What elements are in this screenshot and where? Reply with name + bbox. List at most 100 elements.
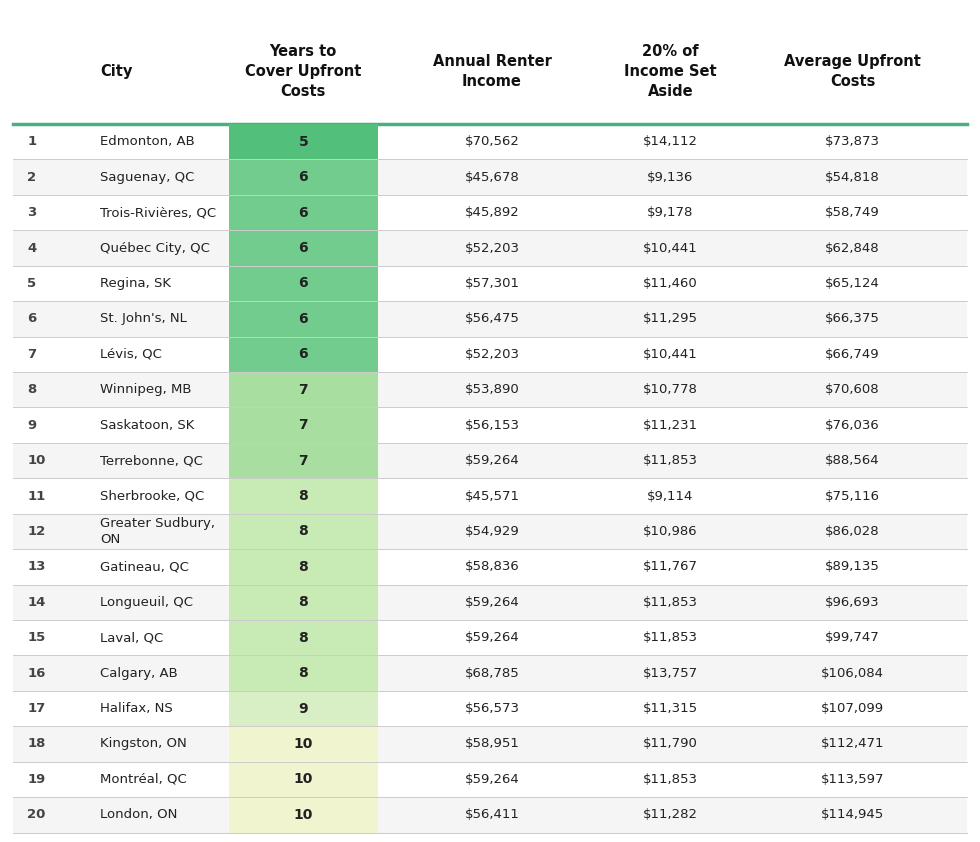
Text: $96,693: $96,693: [825, 596, 880, 609]
Text: 10: 10: [294, 807, 313, 822]
Text: 14: 14: [27, 596, 45, 609]
Text: Calgary, AB: Calgary, AB: [100, 667, 178, 679]
Text: Greater Sudbury,
ON: Greater Sudbury, ON: [100, 517, 216, 546]
Bar: [13, 549, 967, 584]
Text: $99,747: $99,747: [825, 632, 880, 644]
Text: $70,608: $70,608: [825, 383, 880, 397]
Text: St. John's, NL: St. John's, NL: [100, 312, 187, 325]
Text: Trois-Rivières, QC: Trois-Rivières, QC: [100, 206, 217, 219]
Bar: [13, 337, 967, 372]
Bar: [13, 797, 967, 833]
Bar: [13, 514, 967, 549]
Text: $11,853: $11,853: [643, 773, 698, 786]
Text: Sherbrooke, QC: Sherbrooke, QC: [100, 489, 205, 503]
Bar: [13, 301, 967, 337]
Text: Regina, SK: Regina, SK: [100, 277, 172, 290]
Text: Terrebonne, QC: Terrebonne, QC: [100, 454, 203, 467]
Text: 17: 17: [27, 702, 45, 715]
Text: 9: 9: [299, 701, 308, 716]
Text: $11,295: $11,295: [643, 312, 698, 325]
Bar: [13, 159, 967, 195]
Text: $11,853: $11,853: [643, 454, 698, 467]
Text: $58,836: $58,836: [465, 561, 519, 573]
Text: 10: 10: [27, 454, 45, 467]
Text: $58,951: $58,951: [465, 738, 519, 750]
Text: $9,136: $9,136: [647, 171, 694, 184]
Text: Saguenay, QC: Saguenay, QC: [100, 171, 195, 184]
Bar: [229, 124, 378, 159]
Bar: [229, 762, 378, 797]
Text: Québec City, QC: Québec City, QC: [100, 242, 210, 254]
Text: 8: 8: [299, 631, 309, 645]
Bar: [229, 195, 378, 231]
Text: 5: 5: [27, 277, 36, 290]
Text: $9,178: $9,178: [647, 206, 694, 219]
Bar: [229, 584, 378, 620]
Text: $11,460: $11,460: [643, 277, 698, 290]
Text: $14,112: $14,112: [643, 136, 698, 148]
Text: $11,282: $11,282: [643, 808, 698, 821]
Text: $59,264: $59,264: [465, 596, 519, 609]
Text: 18: 18: [27, 738, 45, 750]
Text: $45,571: $45,571: [465, 489, 519, 503]
Text: 8: 8: [299, 525, 309, 538]
Text: $62,848: $62,848: [825, 242, 880, 254]
Bar: [229, 443, 378, 478]
Text: $10,441: $10,441: [643, 348, 698, 361]
Text: 3: 3: [27, 206, 36, 219]
Text: $54,929: $54,929: [465, 525, 519, 538]
Bar: [229, 266, 378, 301]
Text: $11,790: $11,790: [643, 738, 698, 750]
Text: 5: 5: [299, 135, 309, 149]
Text: 6: 6: [299, 205, 308, 220]
Text: 7: 7: [299, 383, 308, 397]
Text: Lévis, QC: Lévis, QC: [100, 348, 162, 361]
Text: 8: 8: [299, 560, 309, 574]
Bar: [13, 727, 967, 762]
Text: $53,890: $53,890: [465, 383, 519, 397]
Text: 11: 11: [27, 489, 45, 503]
Text: $70,562: $70,562: [465, 136, 519, 148]
Text: 20% of
Income Set
Aside: 20% of Income Set Aside: [624, 45, 716, 99]
Bar: [229, 620, 378, 655]
Text: $52,203: $52,203: [465, 348, 519, 361]
Bar: [13, 372, 967, 408]
Bar: [13, 408, 967, 443]
Text: Gatineau, QC: Gatineau, QC: [100, 561, 189, 573]
Text: $11,767: $11,767: [643, 561, 698, 573]
Bar: [13, 655, 967, 690]
Text: 15: 15: [27, 632, 45, 644]
Bar: [229, 231, 378, 266]
Text: Saskatoon, SK: Saskatoon, SK: [100, 418, 195, 432]
Text: 16: 16: [27, 667, 45, 679]
Text: 10: 10: [294, 772, 313, 786]
Text: Longueuil, QC: Longueuil, QC: [100, 596, 193, 609]
Bar: [13, 584, 967, 620]
Text: $106,084: $106,084: [821, 667, 884, 679]
Text: Annual Renter
Income: Annual Renter Income: [432, 55, 552, 89]
Text: $88,564: $88,564: [825, 454, 880, 467]
Text: $113,597: $113,597: [820, 773, 884, 786]
Text: $107,099: $107,099: [821, 702, 884, 715]
Bar: [229, 372, 378, 408]
Text: $59,264: $59,264: [465, 773, 519, 786]
Text: 13: 13: [27, 561, 45, 573]
Text: $11,853: $11,853: [643, 632, 698, 644]
Text: $10,778: $10,778: [643, 383, 698, 397]
Text: Montréal, QC: Montréal, QC: [100, 773, 187, 786]
Bar: [229, 514, 378, 549]
Text: 6: 6: [299, 276, 308, 290]
Bar: [229, 690, 378, 727]
Text: Halifax, NS: Halifax, NS: [100, 702, 173, 715]
Text: $89,135: $89,135: [825, 561, 880, 573]
Text: Average Upfront
Costs: Average Upfront Costs: [784, 55, 921, 89]
Bar: [13, 231, 967, 266]
Text: $11,853: $11,853: [643, 596, 698, 609]
Text: $52,203: $52,203: [465, 242, 519, 254]
Text: 8: 8: [299, 489, 309, 503]
Text: 6: 6: [299, 170, 308, 184]
Bar: [229, 727, 378, 762]
Text: $73,873: $73,873: [825, 136, 880, 148]
Text: $11,315: $11,315: [643, 702, 698, 715]
Text: $75,116: $75,116: [825, 489, 880, 503]
